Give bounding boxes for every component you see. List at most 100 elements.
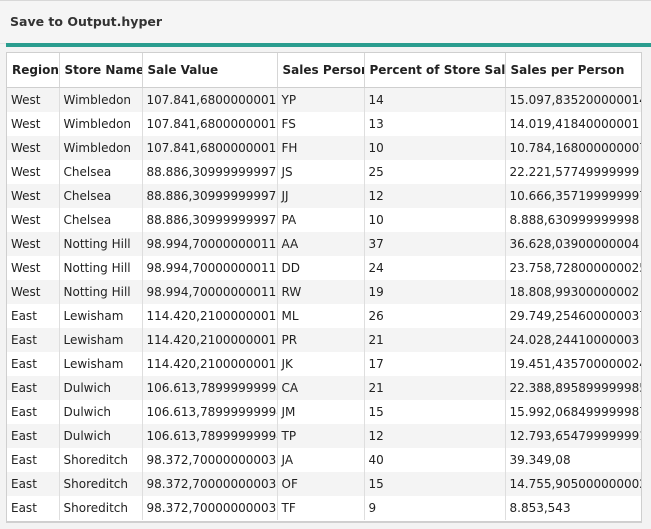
table-row[interactable]: East Shoreditch 98.372,70000000003 TF 9 8.853… [7,496,641,520]
column-header-percent-of-store-sales[interactable]: Percent of Store Sales [364,53,506,88]
table-cell-region: West [7,280,60,304]
table-cell-percent-of-store-sales: 12 [364,424,506,448]
table-cell-sales-per-person: 14.755,905000000002 [505,472,641,496]
table-cell-store-name: Shoreditch [59,496,143,520]
table-cell-sale-value: 107.841,6800000001 [142,136,278,160]
table-cell-store-name: Shoreditch [59,448,143,472]
table-cell-sale-value: 98.994,70000000011 [142,232,278,256]
table-row[interactable]: West Wimbledon 107.841,6800000001 FS 13 14.01… [7,112,641,136]
table-cell-percent-of-store-sales: 37 [364,232,506,256]
table-cell-store-name: Dulwich [59,424,143,448]
table-header-row: Region Store Name Sale Value Sales Person Pe… [7,53,641,88]
table-row[interactable]: West Notting Hill 98.994,70000000011 AA 37 36… [7,232,641,256]
table-cell-sales-per-person: 36.628,03900000004 [505,232,641,256]
table-cell-sales-per-person: 14.019,41840000001 [505,112,641,136]
table-cell-sale-value: 88.886,30999999997 [142,160,278,184]
table-cell-region: West [7,232,60,256]
table-cell-sales-person: OF [277,472,365,496]
table-cell-sales-per-person: 24.028,24410000003 [505,328,641,352]
table-row[interactable]: East Dulwich 106.613,78999999994 CA 21 22.388… [7,376,641,400]
table-cell-sales-per-person: 12.793,654799999991 [505,424,641,448]
table-cell-store-name: Chelsea [59,184,143,208]
column-header-sale-value[interactable]: Sale Value [142,53,278,88]
table-cell-percent-of-store-sales: 19 [364,280,506,304]
table-cell-sales-person: TP [277,424,365,448]
table-row[interactable]: East Dulwich 106.613,78999999994 JM 15 15.992… [7,400,641,424]
table-cell-sale-value: 98.994,70000000011 [142,280,278,304]
table-row[interactable]: East Lewisham 114.420,21000000017 ML 26 29.74… [7,304,641,328]
table-row[interactable]: West Chelsea 88.886,30999999997 JS 25 22.221,… [7,160,641,184]
table-row[interactable]: East Shoreditch 98.372,70000000003 OF 15 14.7… [7,472,641,496]
table-cell-percent-of-store-sales: 12 [364,184,506,208]
table-cell-sales-person: JA [277,448,365,472]
table-cell-region: West [7,184,60,208]
table-cell-sales-per-person: 10.666,357199999997 [505,184,641,208]
table-cell-sale-value: 98.994,70000000011 [142,256,278,280]
table-cell-percent-of-store-sales: 40 [364,448,506,472]
table-row[interactable]: West Wimbledon 107.841,6800000001 YP 14 15.09… [7,87,641,112]
table-cell-region: East [7,352,60,376]
table-cell-region: East [7,472,60,496]
table-row[interactable]: West Notting Hill 98.994,70000000011 DD 24 23… [7,256,641,280]
table-cell-sale-value: 106.613,78999999994 [142,424,278,448]
table-cell-sales-per-person: 19.451,435700000024 [505,352,641,376]
data-table: Region Store Name Sale Value Sales Person Pe… [7,53,641,520]
table-cell-sales-person: JK [277,352,365,376]
data-table-container[interactable]: Region Store Name Sale Value Sales Person Pe… [6,52,642,522]
table-cell-store-name: Lewisham [59,328,143,352]
table-row[interactable]: East Shoreditch 98.372,70000000003 JA 40 39.3… [7,448,641,472]
table-cell-percent-of-store-sales: 24 [364,256,506,280]
table-cell-sales-person: FS [277,112,365,136]
table-cell-store-name: Wimbledon [59,87,143,112]
table-cell-sales-per-person: 22.221,57749999999 [505,160,641,184]
table-cell-store-name: Shoreditch [59,472,143,496]
column-header-sales-person[interactable]: Sales Person [277,53,365,88]
table-cell-region: East [7,376,60,400]
panel-header: Save to Output.hyper [0,0,651,44]
table-cell-store-name: Notting Hill [59,232,143,256]
table-cell-region: West [7,136,60,160]
panel-title: Save to Output.hyper [10,14,163,29]
table-cell-sale-value: 114.420,21000000017 [142,328,278,352]
table-cell-sale-value: 114.420,21000000017 [142,352,278,376]
table-row[interactable]: East Lewisham 114.420,21000000017 JK 17 19.45… [7,352,641,376]
table-cell-sales-person: YP [277,87,365,112]
table-cell-region: West [7,87,60,112]
table-row[interactable]: West Chelsea 88.886,30999999997 JJ 12 10.666,… [7,184,641,208]
table-cell-region: West [7,208,60,232]
table-cell-percent-of-store-sales: 10 [364,208,506,232]
table-cell-percent-of-store-sales: 25 [364,160,506,184]
table-cell-sale-value: 107.841,6800000001 [142,112,278,136]
table-cell-sales-person: FH [277,136,365,160]
table-row[interactable]: West Chelsea 88.886,30999999997 PA 10 8.888,6… [7,208,641,232]
table-cell-sales-person: RW [277,280,365,304]
column-header-sales-per-person[interactable]: Sales per Person [505,53,641,88]
table-cell-sale-value: 98.372,70000000003 [142,496,278,520]
table-cell-percent-of-store-sales: 9 [364,496,506,520]
table-cell-region: East [7,496,60,520]
table-cell-percent-of-store-sales: 21 [364,328,506,352]
table-row[interactable]: West Wimbledon 107.841,6800000001 FH 10 10.78… [7,136,641,160]
column-header-region[interactable]: Region [7,53,60,88]
table-cell-sales-per-person: 39.349,08 [505,448,641,472]
table-cell-region: East [7,424,60,448]
table-cell-sales-per-person: 23.758,728000000025 [505,256,641,280]
table-cell-sale-value: 88.886,30999999997 [142,208,278,232]
table-cell-store-name: Dulwich [59,376,143,400]
table-cell-region: West [7,160,60,184]
table-cell-sales-person: PA [277,208,365,232]
table-row[interactable]: West Notting Hill 98.994,70000000011 RW 19 18… [7,280,641,304]
table-cell-sales-person: JJ [277,184,365,208]
table-row[interactable]: East Dulwich 106.613,78999999994 TP 12 12.793… [7,424,641,448]
table-cell-sales-person: TF [277,496,365,520]
table-cell-store-name: Wimbledon [59,136,143,160]
table-cell-percent-of-store-sales: 15 [364,472,506,496]
table-cell-percent-of-store-sales: 10 [364,136,506,160]
table-cell-store-name: Wimbledon [59,112,143,136]
table-cell-sales-per-person: 22.388,895899999985 [505,376,641,400]
column-header-store-name[interactable]: Store Name [59,53,143,88]
table-cell-store-name: Lewisham [59,352,143,376]
accent-divider [6,43,651,47]
table-cell-region: West [7,256,60,280]
table-row[interactable]: East Lewisham 114.420,21000000017 PR 21 24.02… [7,328,641,352]
